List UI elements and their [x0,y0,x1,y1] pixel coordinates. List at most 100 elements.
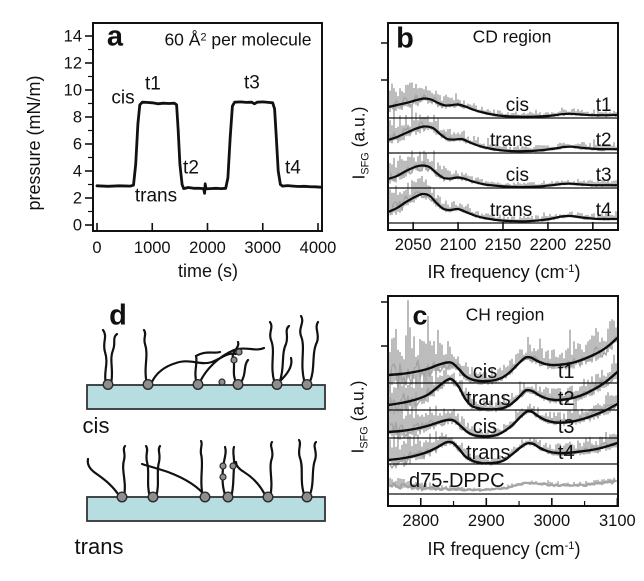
lipid-chain [199,439,205,499]
annotation-cis: cis [111,88,134,109]
sfg-fit-curve-t1 [389,336,617,383]
sfg-fit-curve-t3 [389,164,617,189]
chain-bead [230,356,238,364]
panel-c-x-axis-label: IR frequency (cm-1) [428,540,581,558]
lipid-chain [86,457,122,499]
lipid-chain [101,328,108,386]
trace-state-label: trans [490,200,532,221]
panel-d-trans-label: trans [74,534,124,559]
trace-state-label: trans [490,130,532,151]
trace-time-label: t4 [558,442,575,464]
chain-bead [219,473,227,481]
trace-time-label: t1 [596,95,612,116]
lipid-headgroup [301,379,313,391]
sfg-fit-curve-t4 [389,192,617,223]
lipid-chain [268,320,277,386]
lipid-headgroup [199,491,211,503]
annotation-trans: trans [135,186,177,207]
trace-time-label: t3 [596,165,612,186]
x-tick-label: 2800 [402,512,439,530]
lipid-headgroup [142,379,154,391]
sfg-fit-curve-t2 [389,125,617,153]
lipid-chain [299,314,307,386]
x-tick-label: 2200 [530,236,567,254]
panel-c-plot: 2800 2900 3000 3100 cis t1 trans t2 cis t3 trans t4… [381,295,636,530]
panel-c-xlabel-pre: IR frequency (cm [427,538,565,559]
panel-a-axes: 0 2 4 6 8 10 12 14 0 1000 2000 3000 4000 [64,28,337,258]
panel-b-x-axis-label: IR frequency (cm-1) [428,263,581,281]
lipid-chain [268,440,274,499]
trace-state-label: cis [506,95,529,116]
annotation-t2: t2 [183,157,199,178]
annotation-t3: t3 [244,73,260,94]
lipid-headgroup [102,379,114,391]
trace-state-label: trans [466,442,510,464]
x-tick-label: 3000 [244,239,281,257]
panel-c-ylabel-post: (a.u.) [347,380,368,427]
y-tick-label: 2 [73,190,82,208]
substrate-slab [86,384,326,410]
trace-time-label: t3 [558,416,575,438]
panel-b-plot: 2050 2100 2150 2200 2250 cis t1 trans t2 cis t3 tra… [381,22,619,254]
y-tick-label: 12 [64,55,82,73]
lipid-headgroup [262,491,274,503]
chain-bead [229,462,237,470]
trace-state-label: trans [466,388,510,410]
sfg-fit-curve-t2 [389,370,617,411]
panel-c-ylabel-sub: SFG [358,426,371,449]
sfg-fit-curve-t1 [389,97,617,118]
diagram-row-trans [86,438,326,522]
panel-d-letter: d [109,299,127,332]
lipid-headgroup [232,379,244,391]
panel-a-title-pre: 60 Å [164,29,201,50]
x-tick-label: 2000 [189,239,226,257]
lipid-chain [194,350,222,386]
lipid-headgroup [301,491,313,503]
trace-time-label: t2 [558,388,575,410]
lipid-chain [297,438,307,499]
lipid-chain [197,346,266,386]
lipid-chain [307,320,320,386]
panel-c-plot-axes: 2800 2900 3000 3100 [381,295,636,530]
lipid-chain [229,445,236,499]
lipid-chain [122,444,127,499]
panel-c-ylabel-pre: I [347,448,368,454]
panel-a-x-axis-label: time (s) [178,261,238,281]
lipid-chain [307,440,318,499]
chain-bead [219,462,227,470]
diagram-row-cis [86,314,326,410]
panel-b-plot-axes: 2050 2100 2150 2200 2250 [381,22,619,254]
lipid-headgroup [147,491,159,503]
panel-c-xlabel-post: ) [574,538,581,559]
y-tick-label: 6 [73,136,82,154]
panel-a-title-sup: 2 [200,30,207,43]
annotation-t4: t4 [285,157,301,178]
panel-a-letter: a [106,20,124,53]
lipid-chain [277,324,291,386]
trace-time-label: t2 [596,130,612,151]
x-tick-label: 2050 [395,236,432,254]
panel-b-xlabel-pre: IR frequency (cm [427,261,565,282]
sfg-fit-curve-t4 [389,440,617,465]
panel-b-ylabel-sub: SFG [359,152,372,175]
chain-bead [235,348,243,356]
trace-name-label: d75-DPPC [409,470,505,492]
x-tick-label: 0 [92,239,101,257]
pressure-trace [95,100,323,195]
panel-a-y-axis-label: pressure (mN/m) [24,75,44,211]
trace-time-label: t1 [558,361,575,383]
lipid-headgroup [116,491,128,503]
y-tick-label: 10 [64,82,82,100]
panel-b-plot-fits [389,97,617,223]
panel-c-letter: c [412,300,428,331]
lipid-chain [144,444,152,499]
panel-c-xlabel-sup: -1 [564,540,575,553]
y-tick-label: 0 [73,217,82,235]
lipid-chain [109,332,119,386]
panel-b-ylabel-post: (a.u.) [348,106,369,153]
lipid-headgroup [271,379,283,391]
x-tick-label: 2900 [468,512,505,530]
panel-d-diagram [86,314,326,522]
x-tick-label: 2150 [485,236,522,254]
